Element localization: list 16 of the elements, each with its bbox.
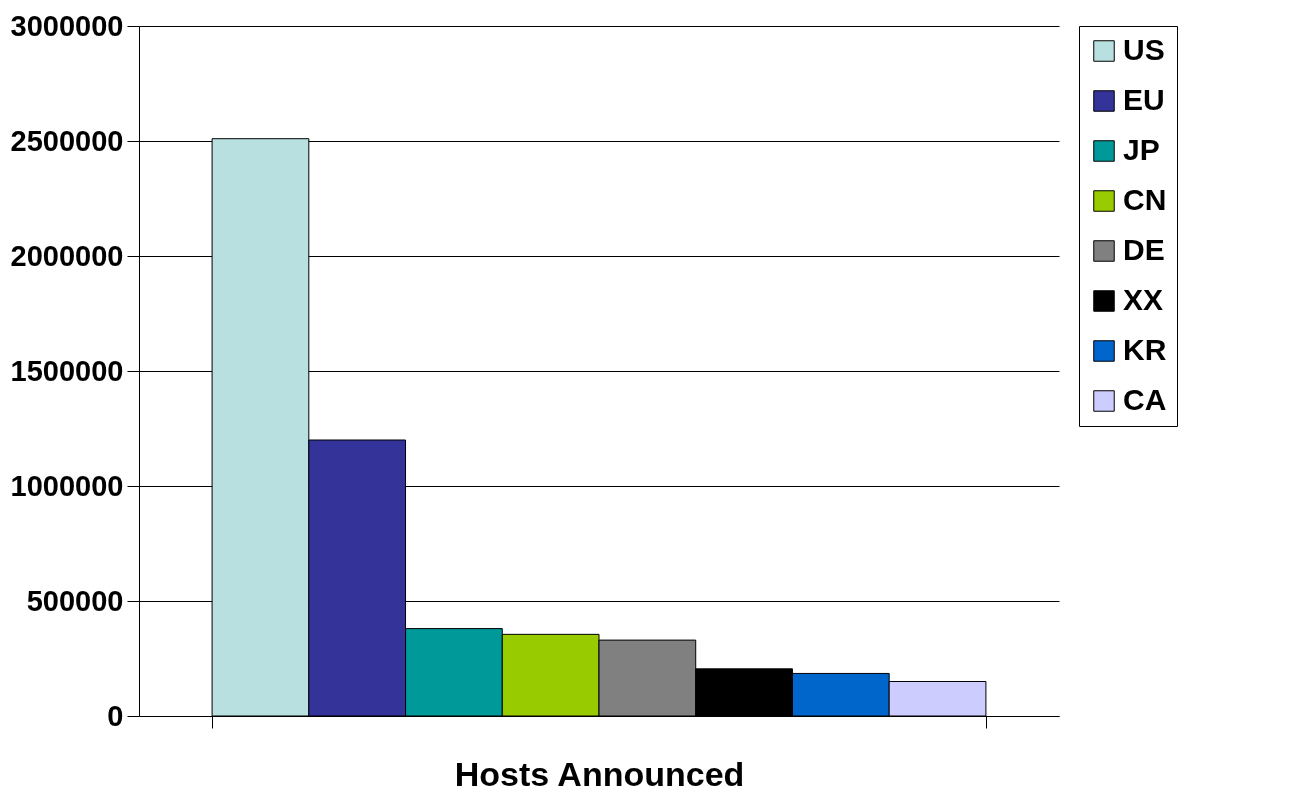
y-tick-label: 2000000 [10,239,124,272]
y-tick-label: 1000000 [10,469,124,502]
y-tick-label: 3000000 [10,9,124,42]
y-tick-label: 2500000 [10,124,124,157]
legend-label: KR [1123,333,1167,366]
legend-label: XX [1123,283,1164,316]
legend-label: EU [1123,83,1165,116]
legend-label: US [1123,33,1165,66]
y-tick-label: 500000 [26,584,124,617]
y-tick-label: 1500000 [10,354,124,387]
legend-label: CA [1123,383,1167,416]
legend-label: DE [1123,233,1165,266]
y-tick-label: 0 [107,699,124,732]
x-tick-label: Hosts Announced [454,754,745,793]
legend-label: JP [1123,133,1160,166]
legend-label: CN [1123,183,1167,216]
